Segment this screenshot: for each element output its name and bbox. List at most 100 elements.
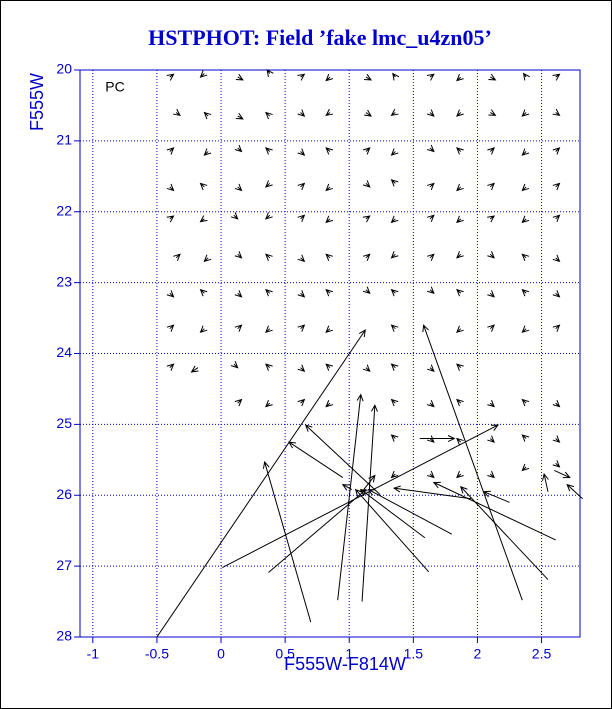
- vector-arrow: [325, 183, 333, 192]
- vector-arrow: [265, 399, 273, 408]
- vector-arrow: [203, 111, 212, 120]
- vector-arrow: [156, 329, 366, 638]
- vector-arrow: [325, 215, 333, 224]
- vector-arrow: [354, 488, 430, 573]
- vector-arrow: [265, 212, 273, 220]
- vector-arrow: [234, 144, 243, 153]
- vector-arrow: [427, 470, 435, 479]
- vector-arrow: [552, 254, 561, 263]
- vector-arrow: [199, 182, 208, 191]
- vector-arrow: [262, 460, 312, 623]
- vector-arrow: [390, 288, 399, 297]
- vector-arrow: [487, 251, 495, 259]
- vector-arrow: [427, 182, 435, 191]
- vector-arrow: [392, 485, 472, 500]
- vector-arrow: [362, 147, 371, 155]
- vector-arrow: [166, 147, 175, 155]
- vector-arrow: [265, 180, 273, 188]
- vector-arrow: [456, 147, 464, 155]
- vector-arrow: [390, 470, 399, 479]
- vector-arrow: [552, 324, 561, 332]
- vector-arrow: [297, 324, 306, 332]
- vector-arrow: [487, 324, 495, 332]
- vector-arrow: [456, 109, 464, 117]
- vector-arrow: [234, 398, 243, 407]
- y-tick-label: 24: [56, 344, 72, 360]
- vector-arrow: [297, 73, 306, 81]
- y-tick-label: 27: [56, 557, 72, 573]
- vector-arrow: [422, 324, 523, 601]
- vector-arrow: [234, 290, 243, 298]
- vector-arrow: [325, 325, 333, 334]
- vector-arrow: [362, 286, 371, 295]
- vector-arrow: [427, 214, 435, 222]
- vector-arrow: [426, 73, 435, 81]
- vector-arrow: [456, 183, 464, 192]
- vector-arrow: [166, 215, 175, 223]
- vector-arrow: [487, 182, 495, 191]
- vector-arrow: [297, 109, 306, 117]
- vector-arrow: [552, 435, 561, 443]
- vector-arrow: [521, 109, 530, 117]
- vector-arrow: [390, 179, 399, 187]
- vector-arrow: [364, 73, 373, 81]
- vector-arrow: [521, 215, 530, 224]
- vector-arrow: [367, 489, 453, 535]
- y-tick-label: 28: [56, 628, 72, 644]
- vector-arrow: [199, 70, 208, 78]
- vector-arrow: [427, 109, 435, 117]
- vector-arrow: [552, 73, 561, 81]
- vector-arrow: [297, 254, 306, 263]
- vector-arrow: [427, 435, 435, 443]
- vector-arrow: [427, 399, 435, 408]
- x-tick-label: 1: [345, 646, 353, 662]
- vector-arrow: [297, 290, 306, 298]
- vector-arrow: [456, 251, 464, 259]
- vector-arrow: [203, 254, 212, 263]
- y-axis-label: F555W: [27, 73, 47, 131]
- vector-arrow: [325, 73, 333, 82]
- vector-arrow: [552, 460, 561, 468]
- vector-arrow: [265, 253, 273, 261]
- vector-arrow: [325, 147, 333, 155]
- vector-arrow: [230, 360, 239, 369]
- vector-arrow: [521, 463, 530, 472]
- vector-arrow: [265, 363, 273, 371]
- vector-arrow: [390, 324, 399, 332]
- vector-arrow: [362, 364, 371, 372]
- vector-arrow: [487, 435, 495, 443]
- vector-arrow: [234, 324, 243, 332]
- vector-arrow: [456, 73, 464, 82]
- vector-arrow: [390, 251, 399, 259]
- vector-arrow: [427, 253, 435, 261]
- vector-arrow: [325, 399, 333, 408]
- vector-arrow: [361, 474, 376, 493]
- y-tick-label: 25: [56, 415, 72, 431]
- vector-arrow: [487, 470, 495, 479]
- vector-arrow: [456, 215, 464, 224]
- vector-arrow: [166, 183, 175, 192]
- x-tick-label: -1: [87, 646, 100, 662]
- vector-arrow: [325, 288, 333, 297]
- vector-arrow: [304, 424, 381, 495]
- vector-arrow: [521, 288, 530, 297]
- vector-arrow: [199, 288, 208, 297]
- vector-arrow: [297, 148, 306, 156]
- y-tick-label: 20: [56, 61, 72, 77]
- vector-arrow: [166, 290, 175, 298]
- vector-arrow: [265, 147, 273, 155]
- vector-arrow: [487, 147, 495, 155]
- vector-arrow: [552, 399, 561, 408]
- chart-title: HSTPHOT: Field ’fake lmc_u4zn05’: [148, 25, 492, 50]
- vector-arrow: [265, 325, 273, 334]
- vector-arrow: [521, 148, 530, 156]
- vector-arrow: [325, 253, 333, 261]
- vector-arrow: [522, 72, 530, 81]
- vector-arrow: [487, 290, 495, 298]
- vector-arrow: [552, 108, 561, 117]
- vector-arrow: [456, 325, 464, 334]
- vector-arrow: [234, 251, 243, 259]
- vector-arrow: [390, 363, 399, 371]
